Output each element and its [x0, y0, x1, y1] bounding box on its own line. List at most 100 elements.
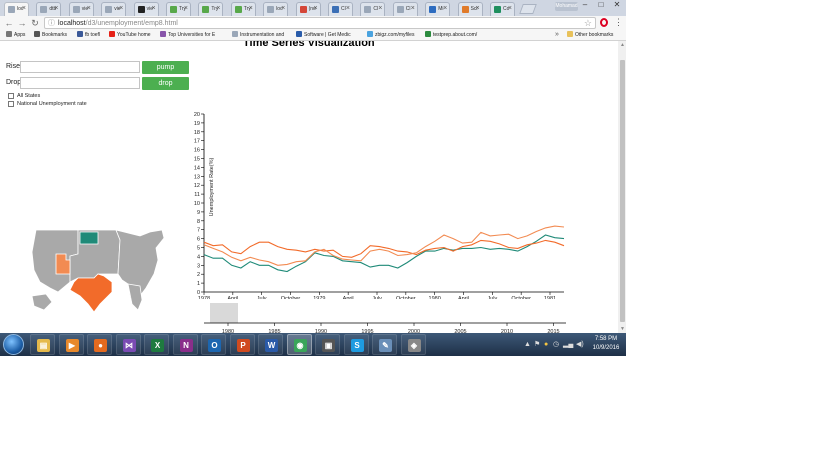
close-tab-icon[interactable]: ×	[313, 5, 318, 12]
national-rate-checkbox[interactable]	[8, 101, 14, 107]
taskbar-app-video[interactable]: ▣	[315, 334, 340, 355]
state-alaska[interactable]	[31, 293, 53, 311]
browser-tab[interactable]: loc ×	[4, 2, 29, 16]
clock-date[interactable]: 10/9/2016	[592, 345, 620, 351]
taskbar-app-explorer[interactable]: ▤	[30, 334, 55, 355]
tray-arrow-icon[interactable]: ▲	[524, 341, 531, 348]
all-states-checkbox[interactable]	[8, 93, 14, 99]
state-north-dakota[interactable]	[79, 231, 99, 245]
start-button[interactable]	[3, 334, 24, 355]
minimize-icon[interactable]: –	[582, 0, 588, 9]
address-bar[interactable]: ⓘ localhost/d3/unemployment/emp8.html ☆	[44, 17, 596, 29]
taskbar-app-media[interactable]: ▶	[58, 334, 84, 355]
browser-tab[interactable]: Co ×	[490, 2, 515, 16]
drop-button[interactable]: drop	[142, 77, 189, 90]
clock-time[interactable]: 7:58 PM	[594, 336, 618, 342]
taskbar-app-chrome[interactable]: ◉	[286, 334, 312, 355]
bookmark-star-icon[interactable]: ☆	[583, 18, 592, 28]
bookmark-item[interactable]: Software | Get Medic	[296, 31, 351, 40]
browser-tab[interactable]: Try ×	[198, 2, 224, 16]
forward-icon[interactable]: →	[17, 18, 27, 28]
browser-tab[interactable]: vie ×	[101, 2, 127, 16]
drop-input[interactable]	[20, 77, 140, 89]
time-brush[interactable]: 1980 1985 1990 1995 2000 2005 2010 2015	[190, 303, 570, 333]
close-tab-icon[interactable]: ×	[248, 5, 253, 12]
taskbar-app-skype[interactable]: S	[343, 334, 369, 355]
close-tab-icon[interactable]: ×	[119, 5, 124, 12]
pump-button[interactable]: pump	[142, 61, 189, 74]
close-tab-icon[interactable]: ×	[475, 5, 480, 12]
close-tab-icon[interactable]: ×	[378, 5, 383, 12]
close-tab-icon[interactable]: ×	[216, 5, 221, 12]
state-florida[interactable]	[127, 283, 143, 311]
close-tab-icon[interactable]: ×	[183, 5, 188, 12]
taskbar-app-firefox[interactable]: ●	[87, 334, 112, 355]
close-tab-icon[interactable]: ×	[410, 5, 415, 12]
close-tab-icon[interactable]: ×	[345, 5, 350, 12]
close-window-icon[interactable]: ✕	[613, 0, 621, 9]
info-icon[interactable]: ⓘ	[48, 20, 55, 27]
close-tab-icon[interactable]: ×	[21, 5, 26, 12]
bookmark-item[interactable]: YouTube home	[109, 31, 151, 40]
us-map-states[interactable]	[31, 229, 165, 313]
rise-input[interactable]	[20, 61, 140, 73]
bookmarks-more-icon[interactable]: »	[555, 31, 559, 38]
browser-tab[interactable]: vie ×	[68, 2, 94, 16]
taskbar-app-notes[interactable]: ✎	[372, 334, 397, 355]
browser-tab[interactable]: Cl ×	[328, 2, 353, 16]
brush-selection[interactable]	[210, 303, 238, 323]
scroll-down-icon[interactable]: ▼	[620, 326, 625, 332]
bookmark-item[interactable]: zbigz.com/myfiles	[367, 31, 414, 40]
close-tab-icon[interactable]: ×	[54, 5, 59, 12]
close-tab-icon[interactable]: ×	[86, 5, 91, 12]
browser-tab[interactable]: Try ×	[166, 2, 191, 16]
bookmark-item[interactable]: testprep.about.com/	[425, 31, 477, 40]
taskbar-app-outlook[interactable]: O	[201, 334, 226, 355]
y-tick-label: 9	[197, 210, 200, 216]
back-icon[interactable]: ←	[4, 18, 14, 28]
taskbar-app-app[interactable]: ◈	[400, 334, 426, 355]
media-icon: ▶	[65, 339, 79, 352]
taskbar-app-excel[interactable]: X	[144, 334, 169, 355]
flag-icon[interactable]: ⚑	[534, 341, 541, 348]
taskbar-app-visual-studio[interactable]: ⋈	[115, 334, 141, 355]
us-map[interactable]	[28, 226, 168, 316]
bookmark-item[interactable]: Bookmarks	[34, 31, 67, 40]
browser-tab[interactable]: Sci ×	[457, 2, 483, 16]
other-bookmarks[interactable]: Other bookmarks	[567, 31, 613, 40]
scroll-up-icon[interactable]: ▲	[620, 42, 625, 48]
network-icon[interactable]: ▂▄	[563, 341, 574, 348]
update-icon[interactable]: ●	[544, 341, 549, 348]
bookmark-item[interactable]: Top Universities for E	[160, 31, 215, 40]
browser-tab[interactable]: Cl ×	[392, 2, 418, 16]
bookmark-item[interactable]: Instrumentation and	[232, 31, 284, 40]
browser-tab[interactable]: vie ×	[133, 2, 159, 16]
browser-tab[interactable]: loc ×	[263, 2, 289, 16]
taskbar-app-powerpoint[interactable]: P	[229, 334, 255, 355]
outlook-icon: O	[208, 339, 221, 352]
menu-icon[interactable]: ⋮	[614, 17, 623, 27]
state-utah[interactable]	[55, 253, 71, 275]
reload-icon[interactable]: ↻	[31, 18, 39, 28]
taskbar-app-word[interactable]: W	[258, 334, 283, 355]
bookmark-item[interactable]: Apps	[6, 31, 25, 40]
profile-button[interactable]: Mohamad	[555, 2, 578, 11]
close-tab-icon[interactable]: ×	[281, 5, 286, 12]
browser-tab[interactable]: (no ×	[295, 2, 321, 16]
browser-tab[interactable]: dtb ×	[36, 2, 62, 16]
state-east[interactable]	[115, 229, 165, 307]
opera-icon[interactable]	[600, 18, 608, 27]
bookmark-item[interactable]: fb toefl	[77, 31, 100, 40]
close-tab-icon[interactable]: ×	[443, 5, 448, 12]
taskbar-app-onenote[interactable]: N	[172, 334, 198, 355]
browser-tab[interactable]: Cl ×	[360, 2, 386, 16]
scrollbar-thumb[interactable]	[620, 60, 625, 322]
close-tab-icon[interactable]: ×	[151, 5, 156, 12]
state-texas[interactable]	[69, 273, 113, 313]
browser-tab[interactable]: Try ×	[230, 2, 256, 16]
volume-icon[interactable]: ◀)	[576, 341, 584, 348]
close-tab-icon[interactable]: ×	[507, 5, 512, 12]
browser-tab[interactable]: Mi ×	[425, 2, 451, 16]
maximize-icon[interactable]: □	[598, 0, 604, 9]
clock-tray-icon[interactable]: ◷	[553, 341, 560, 348]
